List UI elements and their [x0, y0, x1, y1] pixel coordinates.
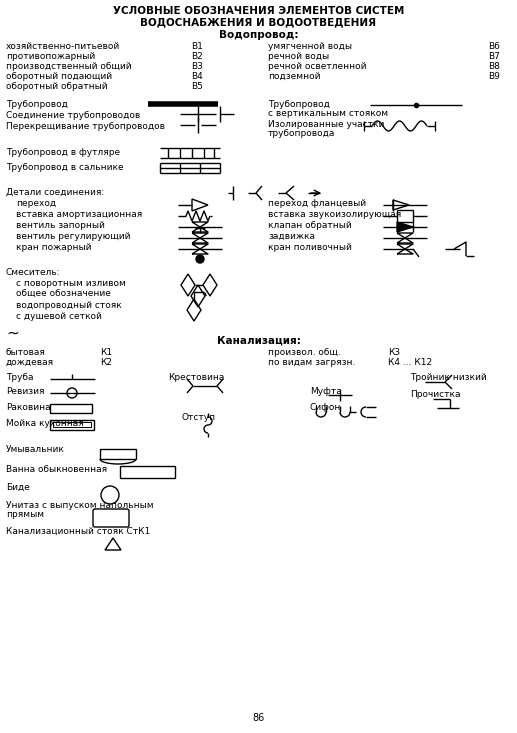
Text: речной воды: речной воды	[268, 52, 329, 61]
Text: К4 ... К12: К4 ... К12	[388, 358, 432, 367]
Text: Крестовина: Крестовина	[168, 373, 224, 382]
Text: ВОДОСНАБЖЕНИЯ И ВОДООТВЕДЕНИЯ: ВОДОСНАБЖЕНИЯ И ВОДООТВЕДЕНИЯ	[141, 17, 376, 27]
Text: Трубопровод: Трубопровод	[268, 100, 330, 109]
Text: бытовая: бытовая	[6, 348, 46, 357]
Text: переход фланцевый: переход фланцевый	[268, 199, 366, 208]
Text: хозяйственно-питьевой: хозяйственно-питьевой	[6, 42, 120, 51]
Text: Соединение трубопроводов: Соединение трубопроводов	[6, 111, 140, 120]
Text: Раковина: Раковина	[6, 403, 51, 412]
Text: В9: В9	[488, 72, 500, 81]
Text: кран поливочный: кран поливочный	[268, 243, 352, 252]
Text: К2: К2	[100, 358, 112, 367]
Text: Ревизия: Ревизия	[6, 387, 44, 396]
Text: кран пожарный: кран пожарный	[16, 243, 92, 252]
Text: Водопровод:: Водопровод:	[219, 30, 298, 40]
Text: прямым: прямым	[6, 510, 44, 519]
Text: Трубопровод в футляре: Трубопровод в футляре	[6, 148, 120, 157]
Bar	[397, 210, 413, 222]
Text: Канализация:: Канализация:	[217, 336, 300, 346]
Text: с вертикальным стояком: с вертикальным стояком	[268, 109, 388, 118]
Text: Смеситель:: Смеситель:	[6, 268, 60, 277]
Text: задвижка: задвижка	[268, 232, 315, 241]
Text: К3: К3	[388, 348, 400, 357]
Text: вентиль регулирующий: вентиль регулирующий	[16, 232, 130, 241]
Circle shape	[196, 255, 204, 263]
Text: Детали соединения:: Детали соединения:	[6, 188, 104, 197]
Text: В1: В1	[191, 42, 203, 51]
Text: Прочистка: Прочистка	[410, 390, 461, 399]
Text: В6: В6	[488, 42, 500, 51]
Bar	[53, 422, 91, 427]
Text: 86: 86	[252, 713, 265, 723]
Text: Биде: Биде	[6, 483, 30, 492]
Text: оборотный подающий: оборотный подающий	[6, 72, 112, 81]
Text: вентиль запорный: вентиль запорный	[16, 221, 105, 230]
Text: Труба: Труба	[6, 373, 34, 382]
Text: В2: В2	[191, 52, 203, 61]
Text: К1: К1	[100, 348, 112, 357]
Text: Тройник низкий: Тройник низкий	[410, 373, 486, 382]
Text: В4: В4	[191, 72, 203, 81]
Text: переход: переход	[16, 199, 56, 208]
Text: с душевой сеткой: с душевой сеткой	[16, 312, 102, 321]
Text: водопроводный стояк: водопроводный стояк	[16, 301, 121, 310]
Text: Перекрещивание трубопроводов: Перекрещивание трубопроводов	[6, 122, 165, 131]
Text: клапан обратный: клапан обратный	[268, 221, 352, 230]
Text: Мойка кухонная: Мойка кухонная	[6, 419, 84, 428]
Text: УСЛОВНЫЕ ОБОЗНАЧЕНИЯ ЭЛЕМЕНТОВ СИСТЕМ: УСЛОВНЫЕ ОБОЗНАЧЕНИЯ ЭЛЕМЕНТОВ СИСТЕМ	[113, 6, 404, 16]
Text: общее обозначение: общее обозначение	[16, 290, 111, 299]
Text: Отступ: Отступ	[182, 413, 216, 422]
Text: В5: В5	[191, 82, 203, 91]
Text: вставка звукоизолирующая: вставка звукоизолирующая	[268, 210, 401, 219]
Text: умягченной воды: умягченной воды	[268, 42, 352, 51]
Bar	[50, 420, 94, 430]
Text: трубопровода: трубопровода	[268, 129, 336, 138]
Text: вставка амортизационная: вставка амортизационная	[16, 210, 142, 219]
Text: произвол. общ.: произвол. общ.	[268, 348, 341, 357]
Text: Унитаз с выпуском напольным: Унитаз с выпуском напольным	[6, 501, 154, 510]
Text: Муфта: Муфта	[310, 387, 342, 396]
Text: речной осветленной: речной осветленной	[268, 62, 367, 71]
Text: Умывальник: Умывальник	[6, 445, 65, 454]
Text: В3: В3	[191, 62, 203, 71]
Text: подземной: подземной	[268, 72, 321, 81]
Text: В7: В7	[488, 52, 500, 61]
Text: производственный общий: производственный общий	[6, 62, 132, 71]
Bar	[120, 466, 175, 478]
Text: с поворотным изливом: с поворотным изливом	[16, 279, 126, 288]
Text: Трубопровод: Трубопровод	[6, 100, 68, 109]
Bar	[50, 404, 92, 413]
Text: Трубопровод в сальнике: Трубопровод в сальнике	[6, 163, 124, 172]
Text: оборотный обратный: оборотный обратный	[6, 82, 108, 91]
Text: В8: В8	[488, 62, 500, 71]
Bar	[100, 449, 136, 459]
Text: Ванна обыкновенная: Ванна обыкновенная	[6, 465, 107, 474]
Text: по видам загрязн.: по видам загрязн.	[268, 358, 355, 367]
Text: ~: ~	[6, 326, 19, 341]
Text: дождевая: дождевая	[6, 358, 54, 367]
Text: Сифон: Сифон	[310, 403, 341, 412]
Text: Изолированные участки: Изолированные участки	[268, 120, 384, 129]
Polygon shape	[397, 222, 413, 232]
Text: противопожарный: противопожарный	[6, 52, 95, 61]
Text: Канализационный стояк СтК1: Канализационный стояк СтК1	[6, 527, 150, 536]
